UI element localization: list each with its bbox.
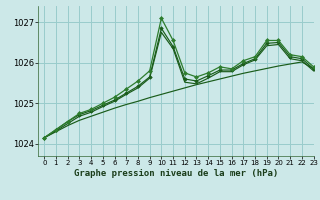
X-axis label: Graphe pression niveau de la mer (hPa): Graphe pression niveau de la mer (hPa) <box>74 169 278 178</box>
